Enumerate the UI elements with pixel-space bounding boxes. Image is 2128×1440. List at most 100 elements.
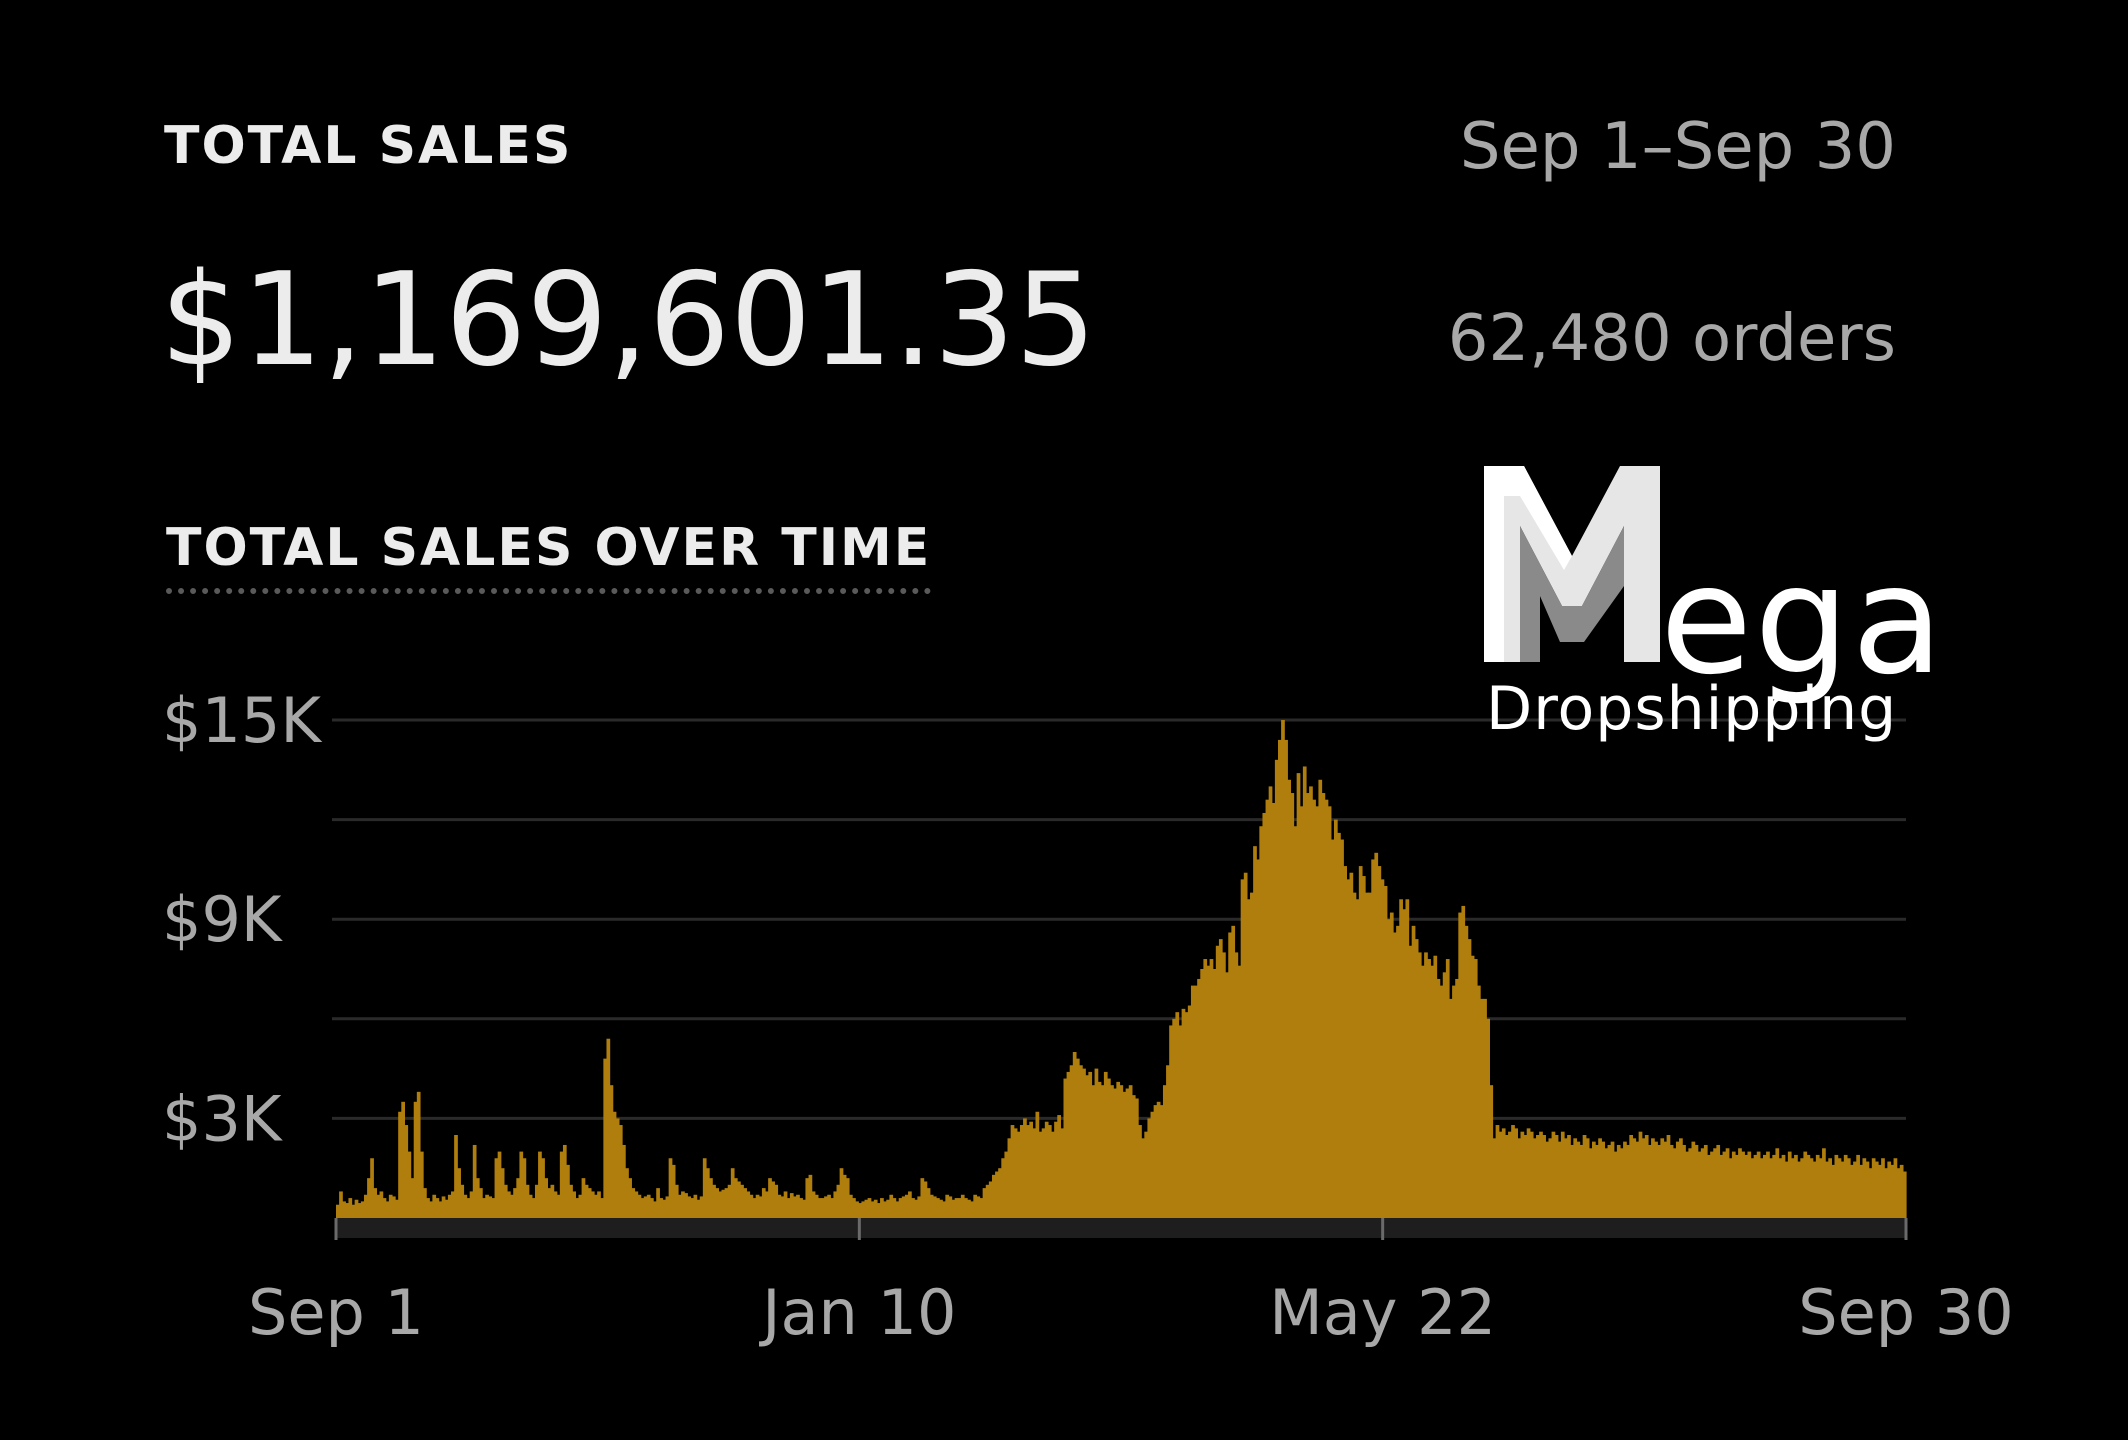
sales-bar	[370, 1158, 374, 1218]
sales-bar	[1302, 766, 1307, 1218]
sales-bar	[805, 1178, 810, 1218]
sales-bar	[730, 1168, 735, 1218]
sales-bar	[758, 1196, 763, 1218]
sales-bar	[1601, 1141, 1606, 1218]
sales-bar	[1579, 1144, 1584, 1218]
sales-bar	[988, 1181, 993, 1218]
sales-bar	[1234, 952, 1239, 1218]
sales-bar	[426, 1198, 430, 1218]
sales-bar	[662, 1199, 667, 1218]
sales-bar	[1657, 1144, 1661, 1218]
sales-bar	[1467, 939, 1472, 1218]
sales-bar	[1452, 985, 1456, 1218]
sales-bar	[441, 1196, 446, 1218]
y-tick-label: $15K	[162, 684, 322, 757]
sales-bar	[1041, 1128, 1046, 1218]
sales-bar	[1532, 1138, 1537, 1218]
sales-bar	[541, 1158, 545, 1218]
logo-word: ega	[1660, 534, 1946, 708]
sales-bar	[491, 1198, 496, 1218]
sales-bar	[1396, 925, 1400, 1218]
sales-bar	[1296, 773, 1301, 1218]
sales-bar	[1116, 1081, 1121, 1218]
sales-bar	[1666, 1135, 1671, 1218]
sales-bar	[1884, 1168, 1888, 1218]
sales-bar	[724, 1188, 729, 1218]
sales-bar	[929, 1194, 934, 1218]
sales-bar	[1501, 1128, 1506, 1218]
sales-bar	[1318, 779, 1323, 1218]
sales-bar	[1831, 1164, 1836, 1218]
sales-bar	[1800, 1158, 1805, 1218]
sales-bar	[528, 1194, 533, 1218]
sales-bar	[1144, 1131, 1149, 1218]
sales-bar	[1051, 1131, 1055, 1218]
sales-bar	[1719, 1154, 1724, 1218]
sales-bar	[1458, 912, 1463, 1218]
sales-bar	[516, 1178, 521, 1218]
sales-bar	[1228, 932, 1232, 1218]
sales-bar	[904, 1194, 909, 1218]
sales-bar	[1700, 1148, 1705, 1218]
sales-bar	[1688, 1148, 1693, 1218]
sales-bar	[684, 1193, 688, 1218]
sales-bar	[1253, 846, 1257, 1218]
sales-bar	[385, 1201, 390, 1218]
sales-bar	[1822, 1148, 1826, 1218]
sales-bar	[1619, 1148, 1624, 1218]
sales-bar	[494, 1158, 499, 1218]
sales-bar	[1405, 899, 1410, 1218]
sales-bar	[587, 1188, 592, 1218]
sales-bar	[768, 1178, 772, 1218]
sales-bar	[1346, 879, 1351, 1218]
sales-over-time-title[interactable]: TOTAL SALES OVER TIME	[166, 518, 932, 594]
sales-bar	[628, 1178, 632, 1218]
sales-bar	[920, 1178, 925, 1218]
sales-bar	[1476, 985, 1481, 1218]
sales-bar	[1411, 925, 1416, 1218]
sales-bar	[1222, 952, 1226, 1218]
sales-bar	[1511, 1125, 1515, 1218]
sales-bar	[1100, 1085, 1105, 1218]
sales-bar	[1840, 1161, 1845, 1218]
date-range[interactable]: Sep 1–Sep 30	[1459, 110, 1896, 184]
sales-bar	[451, 1191, 455, 1218]
sales-bar	[1066, 1071, 1071, 1218]
sales-bar	[970, 1201, 974, 1218]
sales-bar	[1393, 932, 1397, 1218]
sales-bar	[1890, 1164, 1895, 1218]
sales-bar	[1576, 1141, 1581, 1218]
sales-bar	[1166, 1065, 1170, 1218]
sales-bar	[1896, 1168, 1901, 1218]
sales-bar	[1638, 1131, 1643, 1218]
sales-bar	[1408, 945, 1413, 1218]
sales-bar	[693, 1194, 698, 1218]
sales-bar	[1035, 1111, 1040, 1218]
sales-bar	[1626, 1144, 1630, 1218]
sales-bar	[566, 1164, 570, 1218]
sales-bar	[1057, 1115, 1061, 1218]
sales-bar	[1352, 892, 1357, 1218]
sales-bar	[1141, 1138, 1145, 1218]
sales-bar	[901, 1196, 906, 1218]
sales-bar	[584, 1184, 589, 1218]
sales-bar	[1623, 1141, 1627, 1218]
sales-bar	[1240, 879, 1245, 1218]
sales-bar	[1660, 1138, 1665, 1218]
sales-bar	[460, 1184, 465, 1218]
sales-bar	[1809, 1158, 1814, 1218]
sales-bar	[951, 1199, 956, 1218]
sales-bar	[1212, 969, 1217, 1218]
sales-bar	[1685, 1151, 1689, 1218]
sales-bar	[1893, 1158, 1898, 1218]
sales-bar	[1843, 1154, 1848, 1218]
sales-bar	[1492, 1138, 1497, 1218]
sales-bar	[615, 1118, 620, 1218]
sales-bar	[569, 1184, 573, 1218]
sales-bar	[1315, 806, 1320, 1218]
sales-bar	[1131, 1095, 1136, 1218]
sales-bar	[1470, 955, 1475, 1218]
sales-bar	[1834, 1154, 1839, 1218]
